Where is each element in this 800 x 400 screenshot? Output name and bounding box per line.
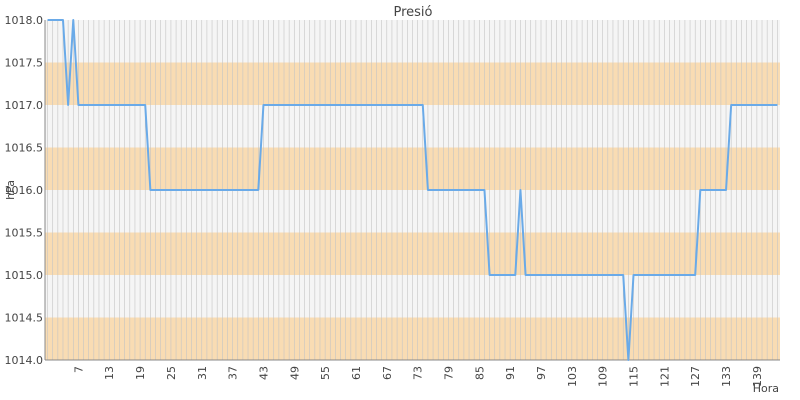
- x-axis-label: Hora: [753, 382, 779, 395]
- x-tick-label: 73: [412, 366, 425, 380]
- y-tick-label: 1018.0: [5, 14, 44, 27]
- axes: [44, 20, 780, 361]
- x-tick-label: 43: [257, 366, 270, 380]
- x-tick-label: 37: [227, 366, 240, 380]
- x-tick-label: 19: [134, 366, 147, 380]
- chart-title: Presió: [393, 5, 432, 20]
- x-tick-label: 31: [196, 366, 209, 380]
- x-tick-label: 115: [628, 366, 641, 387]
- x-tick-label: 13: [103, 366, 116, 380]
- y-tick-label: 1016.5: [5, 142, 44, 155]
- x-tick-label: 85: [473, 366, 486, 380]
- y-tick-labels: 1014.0 1014.5 1015.0 1015.5 1016.0 1016.5 1017…: [5, 14, 44, 367]
- x-tick-label: 55: [319, 366, 332, 380]
- x-tick-label: 121: [658, 366, 671, 387]
- x-tick-label: 133: [720, 366, 733, 387]
- x-tick-label: 25: [165, 366, 178, 380]
- series: [47, 19, 778, 361]
- y-tick-label: 1014.0: [5, 354, 44, 367]
- x-tick-labels: 7 13 19 25 31 37 43 49 55 61 67 73 79 85 91 97 103 109 115…: [72, 366, 763, 387]
- x-tick-label: 109: [597, 366, 610, 387]
- y-axis-label: hPa: [4, 180, 17, 200]
- y-tick-label: 1015.5: [5, 227, 44, 240]
- vertical-gridlines: [47, 20, 778, 360]
- y-tick-label: 1016.0: [5, 184, 44, 197]
- x-tick-label: 7: [72, 366, 85, 373]
- x-tick-label: 91: [504, 366, 517, 380]
- x-tick-label: 127: [689, 366, 702, 387]
- x-tick-label: 67: [381, 366, 394, 380]
- x-tick-label: 49: [288, 366, 301, 380]
- x-tick-label: 79: [442, 366, 455, 380]
- x-tick-label: 61: [350, 366, 363, 380]
- x-tick-label: 139: [751, 366, 764, 387]
- x-tick-label: 97: [535, 366, 548, 380]
- y-tick-label: 1014.5: [5, 312, 44, 325]
- series-line: [47, 19, 778, 361]
- y-tick-label: 1017.5: [5, 57, 44, 70]
- x-tick-label: 103: [566, 366, 579, 387]
- y-tick-label: 1017.0: [5, 99, 44, 112]
- y-tick-label: 1015.0: [5, 269, 44, 282]
